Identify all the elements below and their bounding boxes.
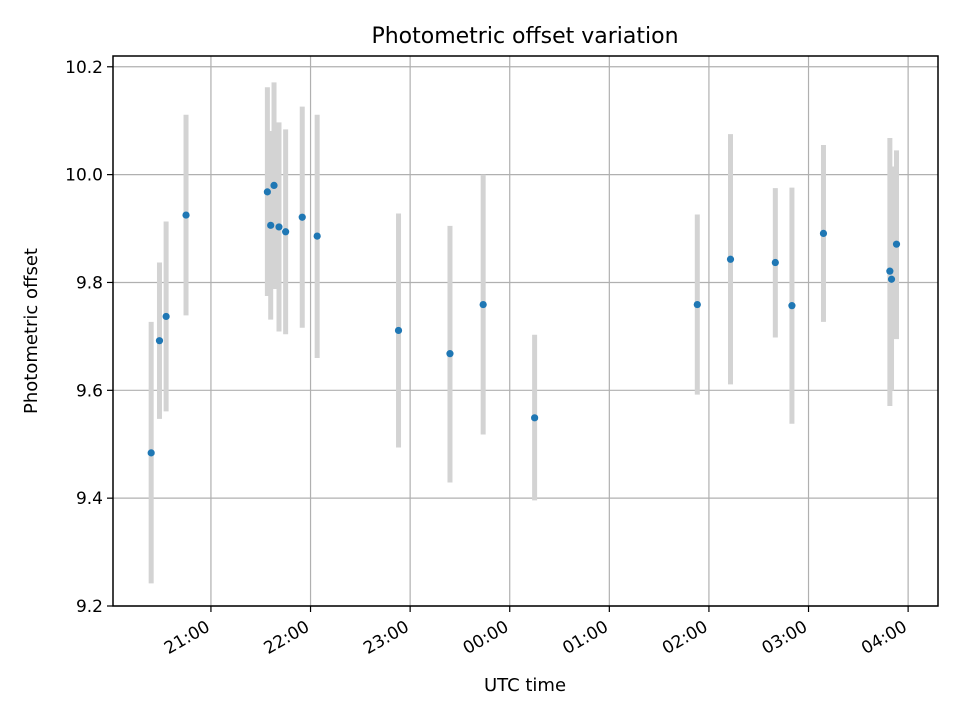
data-point	[446, 350, 454, 358]
x-axis-label: UTC time	[484, 675, 566, 696]
data-point	[147, 449, 155, 457]
x-tick-label: 00:00	[460, 617, 512, 659]
grid	[113, 56, 938, 607]
data-point	[726, 255, 735, 263]
data-point	[788, 302, 796, 310]
data-point	[313, 232, 321, 240]
x-tick-label: 02:00	[659, 617, 711, 659]
y-tick-label: 10.2	[65, 58, 103, 78]
x-tick-label: 22:00	[261, 617, 313, 659]
data-point	[531, 414, 539, 422]
data-point	[887, 275, 896, 283]
x-tick-label: 01:00	[559, 617, 611, 659]
data-point	[479, 300, 487, 309]
axis-ticks: 21:00 22:00 23:00 00:00 01:00 02:00 03:00 04:00…	[65, 58, 910, 659]
data-point	[182, 211, 190, 219]
data-point	[298, 213, 306, 221]
y-axis-label: Photometric offset	[21, 248, 42, 414]
chart-title: Photometric offset variation	[371, 24, 678, 49]
y-tick-label: 10.0	[65, 166, 103, 186]
data-point	[263, 188, 271, 196]
x-tick-label: 04:00	[858, 617, 910, 659]
data-points	[147, 181, 901, 457]
data-point	[282, 228, 290, 236]
data-point	[270, 181, 278, 190]
data-point	[892, 240, 901, 248]
data-point	[394, 326, 403, 335]
error-bars	[148, 82, 900, 584]
x-tick-label: 23:00	[360, 617, 412, 659]
plot-frame	[112, 55, 939, 607]
data-point	[162, 312, 170, 321]
data-point	[155, 337, 164, 345]
data-point	[267, 221, 275, 229]
data-point	[771, 258, 779, 267]
data-point	[886, 267, 894, 275]
x-tick-label: 21:00	[161, 617, 213, 659]
y-tick-label: 9.4	[76, 489, 103, 509]
y-tick-label: 9.2	[76, 597, 103, 617]
data-point	[275, 223, 283, 231]
x-tick-label: 03:00	[759, 617, 811, 659]
data-point	[819, 229, 828, 238]
data-point	[693, 300, 701, 309]
y-tick-label: 9.8	[76, 273, 103, 293]
y-tick-label: 9.6	[76, 381, 103, 401]
